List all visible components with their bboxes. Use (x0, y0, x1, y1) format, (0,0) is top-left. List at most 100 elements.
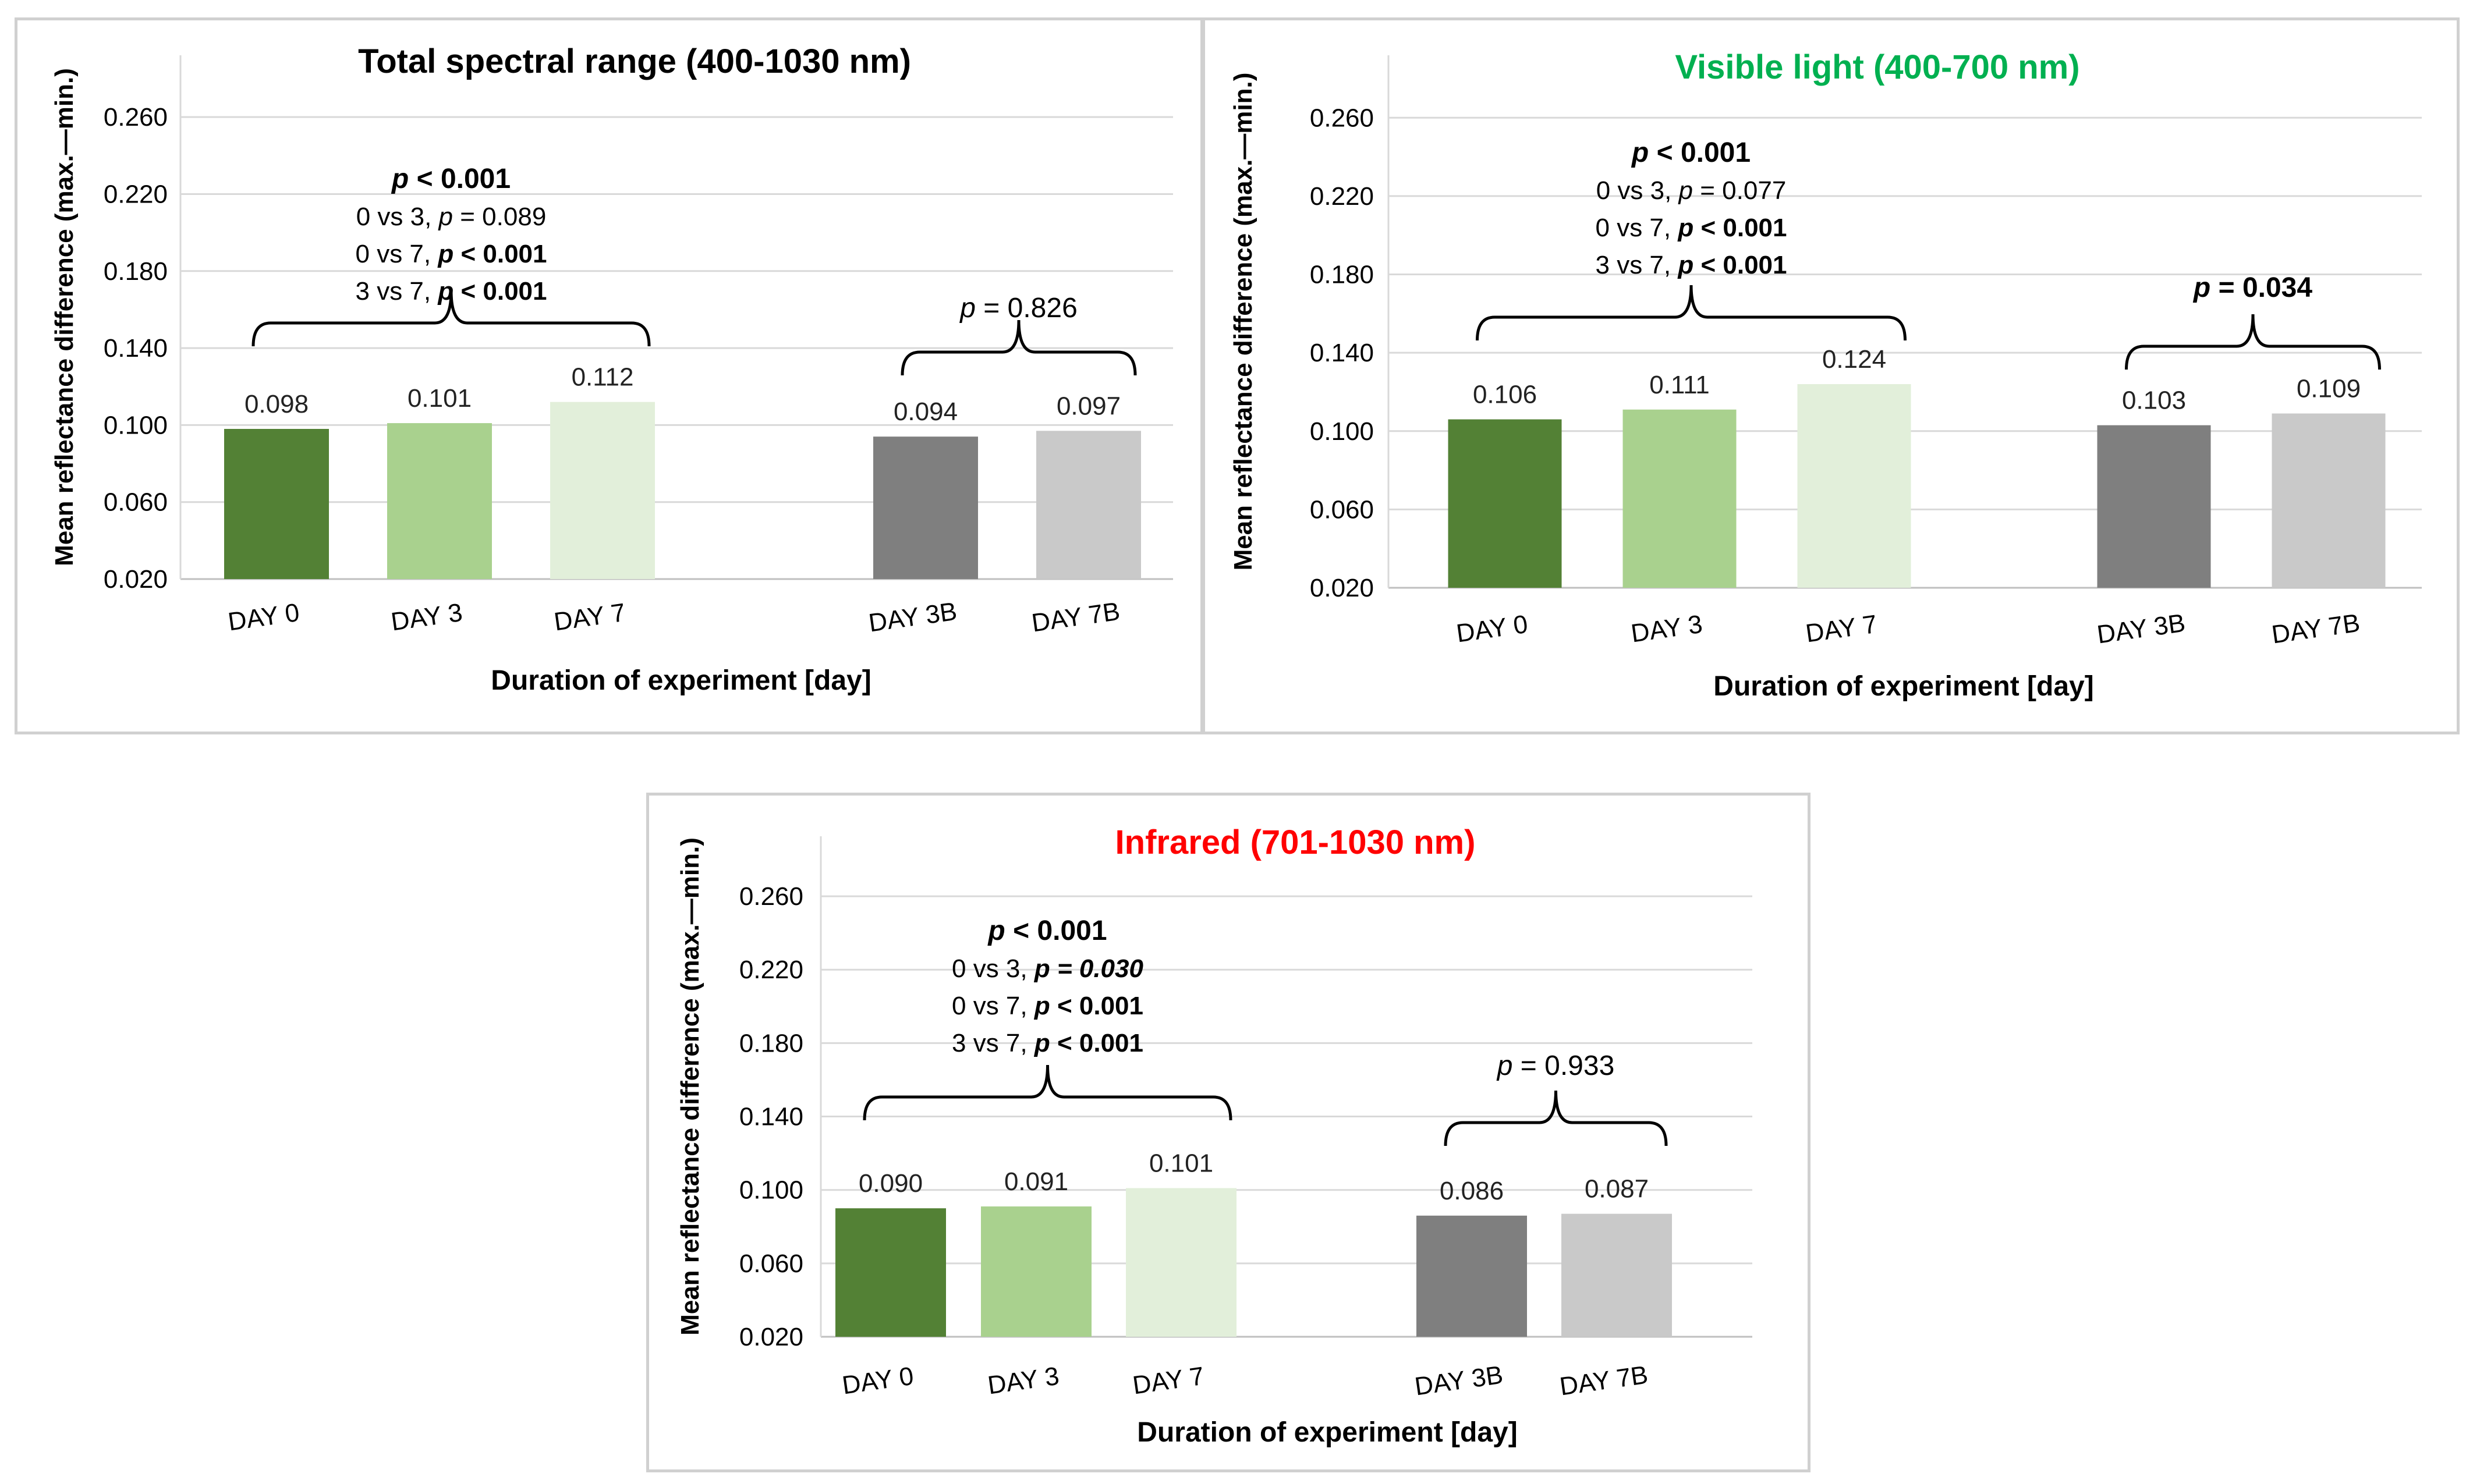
x-axis-title: Duration of experiment [day] (1713, 671, 2093, 702)
data-label: 0.087 (1585, 1175, 1649, 1203)
chart-title: Infrared (701-1030 nm) (1115, 823, 1476, 861)
chart-panel-infrared: Infrared (701-1030 nm) 0.020 0.060 0.100 0.1… (646, 793, 1811, 1472)
y-tick-label: 0.180 (1310, 261, 1374, 289)
data-label: 0.098 (245, 390, 309, 418)
y-tick-label: 0.060 (104, 488, 168, 517)
data-label: 0.090 (859, 1169, 923, 1198)
y-axis-title: Mean reflectance difference (max.—min.) (50, 68, 79, 566)
bar-day-3 (387, 423, 492, 579)
bar-day-7 (1797, 384, 1911, 588)
significance-bracket (251, 290, 651, 347)
x-tick-label: DAY 3 (986, 1362, 1061, 1400)
y-tick-label: 0.220 (739, 956, 803, 984)
y-tick-label: 0.060 (1310, 495, 1374, 524)
significance-annotation: 3 vs 7, p < 0.001 (356, 277, 547, 306)
significance-annotation: p = 0.933 (1496, 1050, 1615, 1081)
y-tick-label: 0.020 (739, 1323, 803, 1351)
x-tick-label: DAY 0 (841, 1362, 916, 1400)
significance-annotation: 0 vs 3, p = 0.089 (356, 203, 547, 231)
bar-day-7b (2272, 413, 2386, 588)
significance-bracket (1476, 285, 1907, 341)
bar-day-3b (873, 436, 978, 579)
significance-bracket (2125, 314, 2381, 370)
significance-annotation: 0 vs 7, p < 0.001 (356, 240, 547, 268)
x-tick-label: DAY 7 (1131, 1362, 1206, 1400)
significance-annotation: 0 vs 3, p = 0.030 (952, 954, 1144, 983)
significance-annotation: p < 0.001 (987, 915, 1107, 946)
x-tick-label: DAY 7 (552, 598, 628, 637)
data-label: 0.086 (1440, 1177, 1504, 1205)
x-tick-label: DAY 3B (2095, 609, 2187, 649)
y-tick-label: 0.100 (739, 1176, 803, 1205)
data-label: 0.103 (2122, 386, 2186, 415)
y-tick-label: 0.060 (739, 1249, 803, 1278)
bar-day-7 (1126, 1188, 1236, 1337)
y-tick-label: 0.180 (739, 1029, 803, 1057)
x-tick-label: DAY 3B (867, 597, 959, 638)
bar-day-3b (1416, 1215, 1527, 1337)
y-tick-label: 0.140 (1310, 339, 1374, 367)
significance-annotation: 3 vs 7, p < 0.001 (952, 1029, 1143, 1057)
significance-annotation: 0 vs 7, p < 0.001 (1596, 214, 1787, 242)
bar-chart-total: Total spectral range (400-1030 nm) 0.020 0… (50, 42, 1173, 696)
significance-annotation: p < 0.001 (1631, 137, 1751, 168)
x-tick-label: DAY 3 (389, 598, 465, 637)
bar-day-7b (1036, 431, 1141, 579)
bar-day-0 (835, 1208, 946, 1337)
chart-title: Visible light (400-700 nm) (1675, 48, 2079, 86)
x-tick-label: DAY 7 (1804, 610, 1879, 648)
bar-day-3 (1622, 409, 1737, 588)
data-label: 0.101 (1149, 1149, 1213, 1178)
x-axis-title: Duration of experiment [day] (1137, 1417, 1517, 1448)
x-tick-label: DAY 3B (1413, 1361, 1505, 1401)
bar-chart-infrared: Infrared (701-1030 nm) 0.020 0.060 0.100 0.1… (676, 823, 1752, 1448)
y-tick-label: 0.180 (104, 257, 168, 286)
bar-day-7b (1561, 1213, 1672, 1337)
bar-day-0 (224, 429, 329, 579)
significance-annotation: 3 vs 7, p < 0.001 (1596, 251, 1787, 279)
bar-day-0 (1448, 419, 1562, 588)
y-axis-title: Mean reflectance difference (max.—min.) (1229, 73, 1257, 571)
significance-annotation: p = 0.826 (959, 293, 1078, 324)
x-tick-label: DAY 7B (1030, 597, 1122, 638)
data-label: 0.091 (1004, 1167, 1068, 1196)
significance-annotation: p = 0.034 (2192, 272, 2312, 303)
y-tick-label: 0.220 (104, 180, 168, 208)
chart-panel-visible: Visible light (400-700 nm) 0.020 0.060 0.10… (1202, 17, 2460, 734)
data-label: 0.101 (408, 384, 472, 413)
y-tick-label: 0.020 (1310, 574, 1374, 602)
y-tick-label: 0.140 (739, 1103, 803, 1131)
x-tick-label: DAY 0 (226, 598, 302, 637)
bar-chart-visible: Visible light (400-700 nm) 0.020 0.060 0.10… (1229, 48, 2422, 702)
bar-day-3 (981, 1206, 1092, 1337)
y-tick-label: 0.220 (1310, 182, 1374, 211)
y-tick-label: 0.140 (104, 334, 168, 363)
data-label: 0.111 (1649, 371, 1710, 399)
y-axis-title: Mean reflectance difference (max.—min.) (676, 837, 704, 1336)
y-tick-label: 0.260 (739, 882, 803, 911)
significance-bracket (901, 319, 1137, 376)
x-tick-label: DAY 0 (1455, 610, 1530, 648)
chart-panel-total: Total spectral range (400-1030 nm) 0.020 0… (15, 17, 1203, 734)
significance-annotation: 0 vs 3, p = 0.077 (1596, 176, 1787, 205)
x-tick-label: DAY 3 (1629, 610, 1705, 648)
data-label: 0.106 (1473, 381, 1537, 409)
y-tick-label: 0.260 (1310, 104, 1374, 132)
y-tick-label: 0.100 (1310, 417, 1374, 446)
x-axis-title: Duration of experiment [day] (491, 665, 871, 696)
y-tick-label: 0.100 (104, 411, 168, 439)
significance-bracket (863, 1064, 1232, 1121)
chart-title: Total spectral range (400-1030 nm) (358, 42, 911, 80)
significance-annotation: p < 0.001 (391, 164, 511, 194)
bar-day-3b (2097, 425, 2211, 588)
data-label: 0.109 (2297, 374, 2361, 403)
data-label: 0.094 (894, 397, 958, 426)
x-tick-label: DAY 7B (1558, 1361, 1650, 1401)
data-label: 0.112 (572, 363, 634, 392)
y-tick-label: 0.020 (104, 565, 168, 594)
data-label: 0.097 (1057, 392, 1121, 420)
significance-annotation: 0 vs 7, p < 0.001 (952, 992, 1143, 1020)
x-tick-label: DAY 7B (2270, 609, 2362, 649)
significance-bracket (1444, 1090, 1668, 1146)
bar-day-7 (550, 402, 655, 579)
